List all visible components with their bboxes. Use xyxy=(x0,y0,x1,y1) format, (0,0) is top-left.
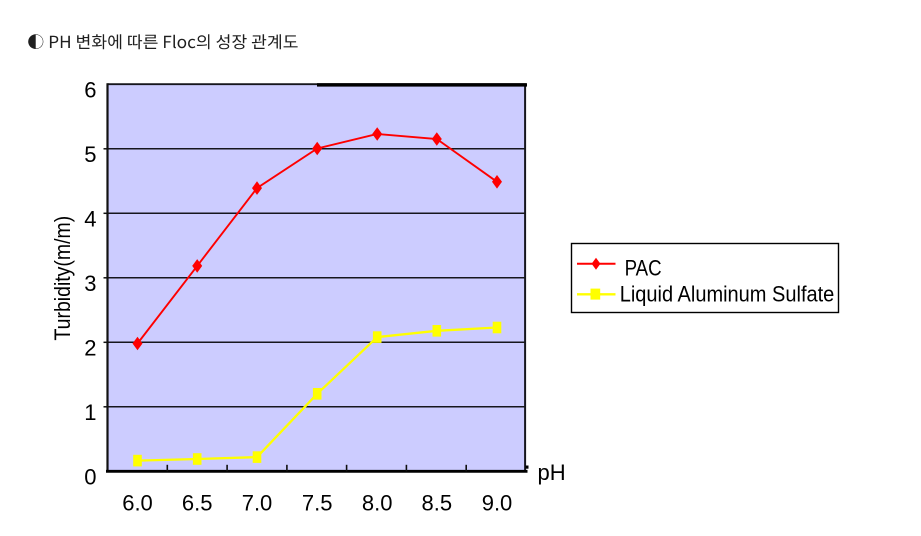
svg-text:8.0: 8.0 xyxy=(362,490,393,515)
svg-text:3: 3 xyxy=(84,271,96,296)
svg-text:9.0: 9.0 xyxy=(482,490,513,515)
svg-text:pH: pH xyxy=(538,460,566,485)
svg-text:7.0: 7.0 xyxy=(242,490,273,515)
svg-text:6: 6 xyxy=(84,77,96,102)
svg-text:8.5: 8.5 xyxy=(422,490,453,515)
svg-text:Liquid Aluminum Sulfate: Liquid Aluminum Sulfate xyxy=(620,283,835,307)
svg-text:0: 0 xyxy=(84,464,96,489)
svg-text:6.0: 6.0 xyxy=(122,490,153,515)
svg-text:1: 1 xyxy=(84,400,96,425)
svg-text:2: 2 xyxy=(84,335,96,360)
svg-text:4: 4 xyxy=(84,206,96,231)
svg-text:5: 5 xyxy=(84,142,96,167)
svg-text:7.5: 7.5 xyxy=(302,490,333,515)
svg-text:Turbidity(m/m): Turbidity(m/m) xyxy=(51,216,75,341)
svg-text:PAC: PAC xyxy=(625,257,662,281)
svg-text:6.5: 6.5 xyxy=(182,490,213,515)
